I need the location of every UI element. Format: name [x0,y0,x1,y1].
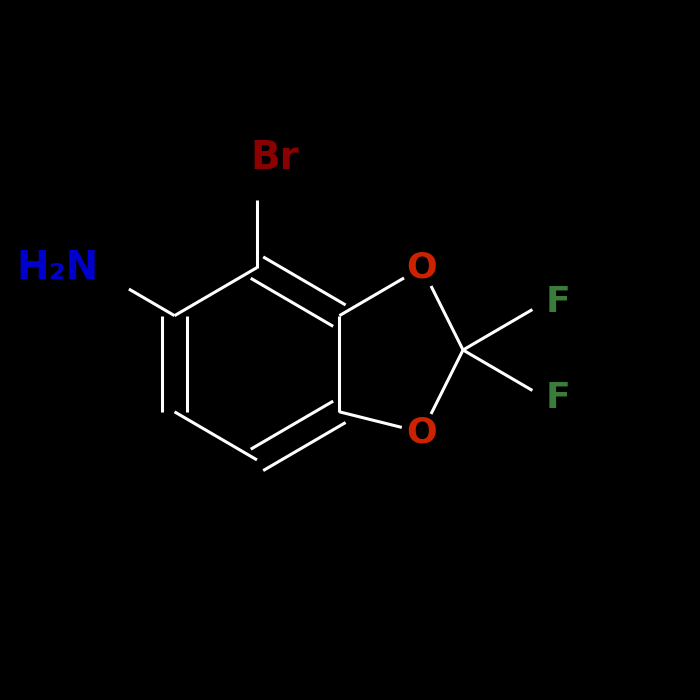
Text: F: F [545,381,570,415]
Text: O: O [407,251,438,285]
Text: H₂N: H₂N [17,248,99,286]
Text: F: F [545,285,570,319]
Text: O: O [407,415,438,449]
Text: Br: Br [250,139,299,176]
